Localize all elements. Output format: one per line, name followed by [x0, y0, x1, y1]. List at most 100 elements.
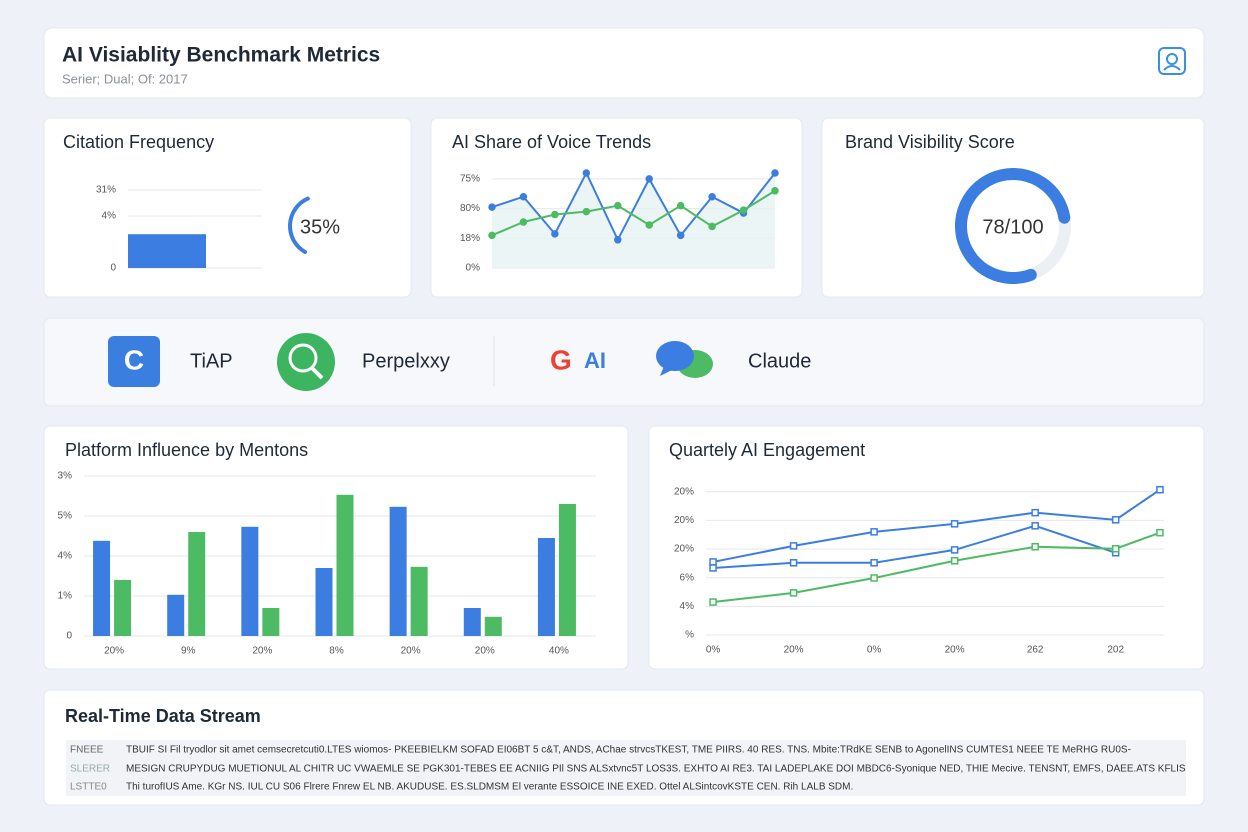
point — [488, 203, 496, 211]
perplexity-icon — [277, 333, 335, 391]
point — [1031, 542, 1039, 551]
line — [491, 170, 776, 243]
point — [1111, 516, 1120, 524]
engagement-card — [648, 425, 1205, 670]
platform-name: AI — [584, 348, 606, 373]
y-tick-label: 20% — [674, 486, 694, 497]
page-subtitle: Serier; Dual; Of: 2017 — [62, 71, 188, 86]
x-tick-label: 20% — [475, 646, 495, 657]
bar — [389, 506, 407, 636]
chart-title: Brand Visibility Score — [845, 132, 1015, 152]
point — [709, 564, 717, 572]
point — [676, 231, 685, 240]
x-tick-label: 202 — [1107, 645, 1124, 656]
bar — [537, 538, 555, 636]
point — [870, 574, 878, 582]
bar — [167, 594, 185, 636]
stream-rows: FNEEE TBUIF SI Fil tryodlor sit amet cem… — [70, 745, 1186, 793]
gauge-label: 35% — [300, 216, 340, 238]
bar — [410, 566, 428, 636]
x-tick-label: 20% — [945, 645, 965, 656]
point — [708, 192, 716, 201]
bar — [315, 568, 333, 636]
y-tick-label: 6% — [680, 572, 695, 583]
y-tick-label: 4% — [102, 211, 117, 222]
stream-label: SLERER — [70, 764, 110, 775]
point — [519, 192, 528, 201]
point — [950, 557, 959, 565]
point — [950, 546, 959, 554]
point — [1156, 485, 1164, 494]
y-tick-label: 1% — [58, 591, 73, 602]
chart-title: Platform Influence by Mentons — [65, 440, 308, 460]
stream-text: TBUIF SI Fil tryodlor sit amet cemsecret… — [126, 745, 1131, 756]
stream-label: FNEEE — [70, 745, 104, 756]
y-tick-label: 0% — [466, 263, 481, 274]
point — [709, 558, 717, 566]
stream-box — [66, 740, 1186, 796]
point — [789, 559, 798, 567]
point — [488, 231, 496, 240]
y-tick-label: 75% — [460, 174, 480, 185]
point — [771, 169, 779, 177]
point — [551, 230, 559, 238]
point — [1111, 545, 1120, 553]
tiap-icon — [108, 336, 160, 387]
header-card — [43, 27, 1205, 99]
x-tick-label: 20% — [104, 646, 124, 657]
y-tick-label: 5% — [58, 511, 73, 522]
point — [709, 598, 717, 606]
y-tick-label: 31% — [96, 185, 116, 196]
tiap-icon-letter: C — [124, 344, 144, 375]
stream-text: Thi turofIUS Ame. KGr NS. IUL CU S06 Flr… — [126, 782, 853, 793]
platform-name: Claude — [748, 350, 811, 372]
stream-title: Real-Time Data Stream — [65, 706, 261, 726]
gauge-label: 78/100 — [982, 216, 1043, 238]
profile-button[interactable] — [1158, 47, 1186, 75]
y-tick-label: 0 — [66, 631, 72, 642]
y-tick-label: 20% — [674, 544, 694, 555]
point — [645, 175, 653, 183]
chat-icon — [656, 341, 713, 378]
point — [1031, 522, 1039, 530]
chart-title: Citation Frequency — [63, 132, 214, 152]
x-tick-label: 0% — [867, 645, 882, 656]
x-tick-label: 262 — [1027, 645, 1044, 656]
g-logo: G — [550, 344, 572, 375]
line — [712, 524, 1116, 569]
y-tick-label: 3% — [58, 471, 73, 482]
x-tick-label: 8% — [329, 646, 344, 657]
point — [771, 187, 779, 195]
bar — [336, 494, 354, 636]
bar — [128, 234, 206, 268]
y-tick-label: 4% — [58, 551, 73, 562]
gauge-arc — [288, 196, 310, 254]
point — [789, 542, 798, 550]
bar — [262, 608, 280, 636]
point — [870, 559, 878, 567]
bar — [114, 580, 132, 636]
area — [492, 172, 775, 268]
x-tick-label: 20% — [784, 645, 804, 656]
gauge-arc — [955, 168, 1071, 284]
point — [614, 236, 622, 244]
x-tick-label: 0% — [706, 645, 721, 656]
y-tick-label: 4% — [680, 601, 695, 612]
x-tick-label: 20% — [401, 646, 421, 657]
point — [789, 589, 798, 597]
bar — [93, 540, 111, 636]
bar — [241, 526, 259, 636]
point — [870, 528, 878, 536]
point — [645, 221, 653, 229]
y-tick-label: 0 — [110, 263, 116, 274]
point — [519, 218, 528, 226]
point — [950, 520, 959, 528]
bar — [463, 608, 481, 636]
chart-title: Quartely AI Engagement — [669, 440, 865, 460]
point — [708, 222, 716, 231]
point — [582, 169, 591, 177]
page-title: AI Visiablity Benchmark Metrics — [62, 44, 380, 67]
platform-name: TiAP — [190, 350, 233, 372]
bar — [188, 532, 206, 636]
